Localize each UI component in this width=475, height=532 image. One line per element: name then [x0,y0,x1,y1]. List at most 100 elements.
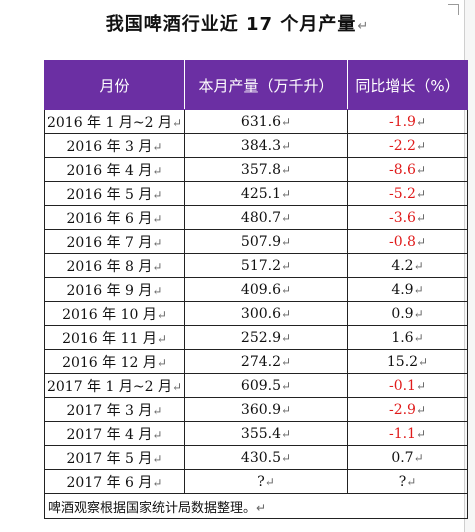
paragraph-mark-icon: ↵ [281,138,292,153]
paragraph-mark-icon: ↵ [281,426,292,441]
paragraph-mark-icon: ↵ [281,234,292,249]
paragraph-mark-icon: ↵ [152,187,163,202]
month-cell-text: 2016 年 3 月 [66,138,153,155]
growth-cell: -0.8↵ [347,229,468,254]
month-cell-text: 2017 年 3 月 [66,402,153,419]
production-cell-text: 355.4 [240,425,282,442]
table-row: 2016 年 4 月↵ 357.8↵ -8.6↵ [44,157,468,182]
table-row: 2016 年 10 月↵ 300.6↵ 0.9↵ [44,301,468,326]
paragraph-mark-icon: ↵ [152,451,163,466]
table-row: 2017 年 1 月~2 月↵ 609.5↵ -0.1↵ [44,373,468,398]
document-title: 我国啤酒行业近 17 个月产量↵ [0,10,475,36]
production-cell: 360.9↵ [184,397,348,422]
paragraph-mark-icon: ↵ [406,474,417,489]
paragraph-mark-icon: ↵ [281,162,292,177]
growth-cell: -3.6↵ [347,205,468,230]
growth-cell-text: -2.9 [388,401,416,418]
paragraph-mark-icon: ↵ [415,138,427,153]
growth-cell: 4.2↵ [347,253,468,278]
paragraph-mark-icon: ↵ [413,306,424,321]
paragraph-mark-icon: ↵ [415,378,427,393]
paragraph-mark-icon: ↵ [152,427,163,442]
month-cell: 2016 年 1 月~2 月↵ [44,109,185,134]
production-cell: 300.6↵ [184,301,348,326]
production-cell: 480.7↵ [184,205,348,230]
growth-cell-text: -2.2 [388,137,416,154]
month-cell-text: 2016 年 7 月 [66,234,153,251]
paragraph-mark-icon: ↵ [152,235,163,250]
paragraph-mark-icon: ↵ [171,115,183,130]
month-cell-text: 2016 年 5 月 [66,186,153,203]
month-cell: 2016 年 6 月↵ [44,205,185,230]
production-cell-text: ? [257,473,265,490]
production-cell-text: 517.2 [240,257,282,274]
table-footer-row: 啤酒观察根据国家统计局数据整理。↵ [44,493,468,519]
month-cell: 2016 年 8 月↵ [44,253,185,278]
month-cell: 2016 年 5 月↵ [44,181,185,206]
production-cell: ?↵ [184,469,348,494]
table-row: 2016 年 1 月~2 月↵ 631.6↵ -1.9↵ [44,109,468,134]
month-cell-text: 2016 年 6 月 [66,210,153,227]
month-cell-text: 2017 年 1 月~2 月 [46,378,172,395]
paragraph-mark-icon: ↵ [281,258,292,273]
production-cell: 409.6↵ [184,277,348,302]
paragraph-mark-icon: ↵ [152,163,163,178]
paragraph-mark-icon: ↵ [281,282,292,297]
month-cell-text: 2016 年 10 月 [62,306,157,323]
paragraph-mark-icon: ↵ [152,259,163,274]
growth-cell-text: 15.2 [386,353,419,370]
paragraph-mark-icon: ↵ [152,139,163,154]
paragraph-mark-icon: ↵ [281,186,292,201]
paragraph-mark-icon: ↵ [281,210,292,225]
month-cell: 2017 年 6 月↵ [44,469,185,494]
growth-cell-text: -0.8 [388,233,416,250]
table-row: 2016 年 9 月↵ 409.6↵ 4.9↵ [44,277,468,302]
production-cell: 384.3↵ [184,133,348,158]
table-header-row: 月份 本月产量（万千升） 同比增长（%） [44,60,468,110]
month-cell-text: 2016 年 1 月~2 月 [46,114,172,131]
month-cell-text: 2016 年 4 月 [66,162,153,179]
table-row: 2017 年 6 月↵ ?↵ ?↵ [44,469,468,494]
production-cell: 252.9↵ [184,325,348,350]
production-cell-text: 409.6 [240,281,282,298]
footer-note-cell: 啤酒观察根据国家统计局数据整理。↵ [44,493,468,519]
paragraph-mark-icon: ↵ [415,426,427,441]
growth-cell-text: -1.9 [388,113,416,130]
paragraph-mark-icon: ↵ [413,450,424,465]
month-cell-text: 2017 年 5 月 [66,450,153,467]
footer-note: 啤酒观察根据国家统计局数据整理。 [48,500,257,516]
table-row: 2016 年 8 月↵ 517.2↵ 4.2↵ [44,253,468,278]
month-cell-text: 2016 年 12 月 [62,354,157,371]
production-cell-text: 300.6 [240,305,282,322]
production-cell-text: 631.6 [240,113,282,130]
paragraph-mark-icon: ↵ [415,234,427,249]
table-row: 2016 年 5 月↵ 425.1↵ -5.2↵ [44,181,468,206]
growth-cell: -5.2↵ [347,181,468,206]
paragraph-mark-icon: ↵ [156,307,167,322]
paragraph-mark-icon: ↵ [281,450,292,465]
growth-cell-text: 4.2 [391,257,414,274]
paragraph-mark-icon: ↵ [152,211,163,226]
header-month: 月份 [44,60,185,110]
paragraph-mark-icon: ↵ [152,283,163,298]
month-cell: 2017 年 5 月↵ [44,445,185,470]
growth-cell: -8.6↵ [347,157,468,182]
month-cell: 2016 年 7 月↵ [44,229,185,254]
table-row: 2016 年 12 月↵ 274.2↵ 15.2↵ [44,349,468,374]
table-row: 2017 年 3 月↵ 360.9↵ -2.9↵ [44,397,468,422]
table-row: 2016 年 3 月↵ 384.3↵ -2.2↵ [44,133,468,158]
paragraph-mark-icon: ↵ [256,500,267,515]
growth-cell: -2.2↵ [347,133,468,158]
production-cell-text: 384.3 [240,137,282,154]
month-cell: 2016 年 11 月↵ [44,325,185,350]
month-cell-text: 2017 年 6 月 [66,474,153,491]
production-cell-text: 360.9 [240,401,282,418]
growth-cell-text: 1.6 [391,329,414,346]
production-cell-text: 425.1 [240,185,282,202]
growth-cell-text: -3.6 [388,209,416,226]
month-cell: 2016 年 12 月↵ [44,349,185,374]
table-body: 2016 年 1 月~2 月↵ 631.6↵ -1.9↵ 2016 年 3 月↵ 384… [44,109,468,494]
month-cell: 2016 年 9 月↵ [44,277,185,302]
month-cell: 2016 年 10 月↵ [44,301,185,326]
paragraph-mark-icon: ↵ [413,258,424,273]
